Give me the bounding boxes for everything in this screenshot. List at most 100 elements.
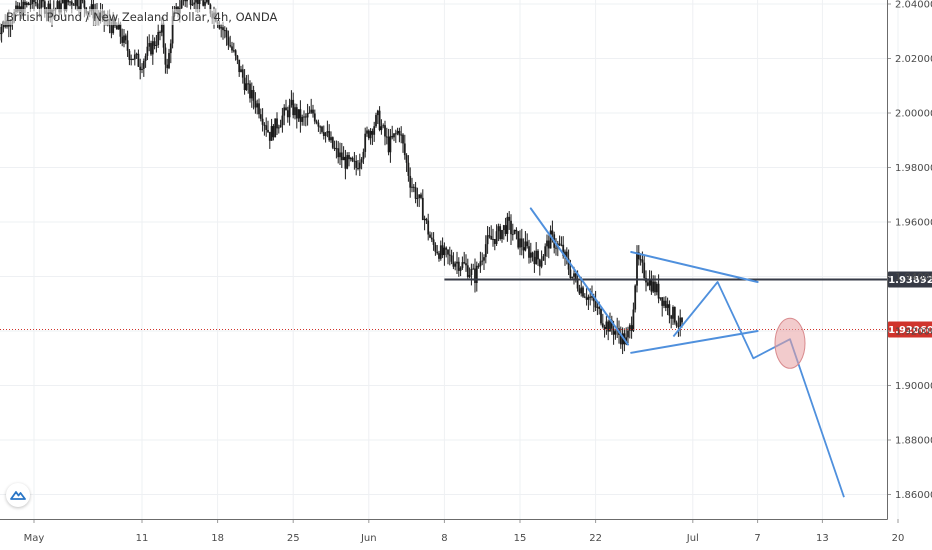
candle-up — [380, 126, 383, 131]
candle-up — [423, 218, 426, 220]
time-tick-label: Jun — [360, 533, 377, 544]
candle-up — [580, 287, 583, 294]
last-price-badge — [888, 321, 932, 338]
price-tick-label: 1.94000 — [895, 272, 932, 283]
candle-up — [308, 112, 311, 114]
candle-down — [137, 53, 140, 67]
candle-down — [333, 147, 336, 149]
candle-up — [74, 0, 77, 6]
candle-down — [592, 296, 595, 302]
candle-down — [196, 0, 199, 4]
candle-down — [236, 55, 239, 60]
candle-up — [79, 0, 82, 10]
candle-up — [443, 247, 446, 256]
candle-up — [373, 126, 376, 135]
tradingview-logo[interactable] — [6, 483, 30, 507]
candle-down — [258, 103, 260, 115]
price-tick-label: 1.88000 — [895, 436, 932, 447]
candle-up — [659, 297, 662, 299]
candle-up — [393, 133, 395, 138]
candle-up — [439, 245, 442, 259]
candle-down — [353, 160, 356, 162]
candle-down — [387, 136, 390, 153]
candle-down — [355, 160, 358, 168]
candle-down — [231, 46, 233, 51]
candle-down — [292, 99, 295, 116]
candle-up — [663, 300, 665, 306]
candle-up — [18, 6, 21, 12]
time-tick-label: 25 — [287, 533, 300, 544]
candle-up — [288, 105, 291, 118]
candle-up — [524, 241, 527, 251]
candle-down — [420, 194, 422, 198]
candle-up — [614, 331, 617, 335]
candle-up — [484, 244, 487, 258]
candle-down — [551, 230, 554, 235]
candle-up — [481, 260, 484, 262]
candle-down — [243, 77, 246, 91]
candle-up — [632, 309, 635, 331]
candle-down — [229, 45, 232, 47]
candle-down — [409, 175, 412, 188]
candle-down — [430, 237, 433, 240]
candle-up — [270, 126, 273, 141]
candle-down — [184, 0, 187, 2]
candle-up — [180, 0, 183, 9]
candle-up — [416, 197, 419, 199]
candle-up — [191, 4, 194, 6]
candle-up — [303, 116, 305, 118]
candle-up — [364, 133, 367, 152]
candle-up — [198, 0, 201, 4]
candle-up — [195, 0, 197, 3]
candle-up — [546, 240, 548, 247]
candlesticks — [0, 0, 683, 355]
candle-down — [578, 288, 581, 294]
candle-down — [670, 315, 673, 319]
candle-down — [427, 220, 430, 235]
candle-up — [274, 118, 277, 138]
candle-down — [402, 134, 404, 144]
candle-down — [27, 2, 30, 5]
candle-up — [294, 107, 296, 116]
candle-up — [135, 53, 138, 55]
candle-down — [166, 64, 169, 69]
candle-down — [412, 186, 415, 188]
candle-up — [418, 194, 421, 198]
candle-up — [479, 261, 482, 267]
candle-up — [400, 134, 403, 136]
candle-up — [634, 285, 637, 310]
candle-down — [42, 0, 44, 2]
candle-up — [544, 246, 547, 257]
candle-up — [375, 115, 377, 127]
candle-down — [241, 69, 244, 78]
last-price-badge-label: 1.92060 — [888, 325, 932, 336]
candle-up — [25, 2, 28, 6]
candle-down — [340, 152, 343, 161]
candle-up — [277, 127, 280, 129]
candle-up — [587, 296, 590, 300]
candle-down — [162, 23, 165, 48]
candle-down — [630, 325, 633, 331]
candle-down — [72, 4, 75, 6]
candle-up — [679, 317, 682, 327]
candle-down — [441, 245, 444, 256]
resistance-badge — [888, 271, 932, 288]
candle-up — [31, 0, 34, 5]
candle-up — [648, 279, 651, 286]
candle-down — [312, 109, 314, 114]
candle-up — [396, 130, 399, 134]
candle-down — [641, 259, 644, 263]
candle-down — [594, 301, 597, 308]
candle-down — [63, 0, 66, 11]
candle-up — [502, 225, 505, 231]
candle-up — [297, 109, 300, 119]
price-tick-label: 1.98000 — [895, 163, 932, 174]
candle-down — [385, 136, 388, 138]
candle-up — [151, 41, 154, 55]
candle-down — [673, 306, 676, 323]
candle-down — [565, 251, 568, 259]
candle-up — [472, 268, 475, 270]
candle-down — [286, 110, 289, 118]
candle-up — [144, 55, 147, 62]
